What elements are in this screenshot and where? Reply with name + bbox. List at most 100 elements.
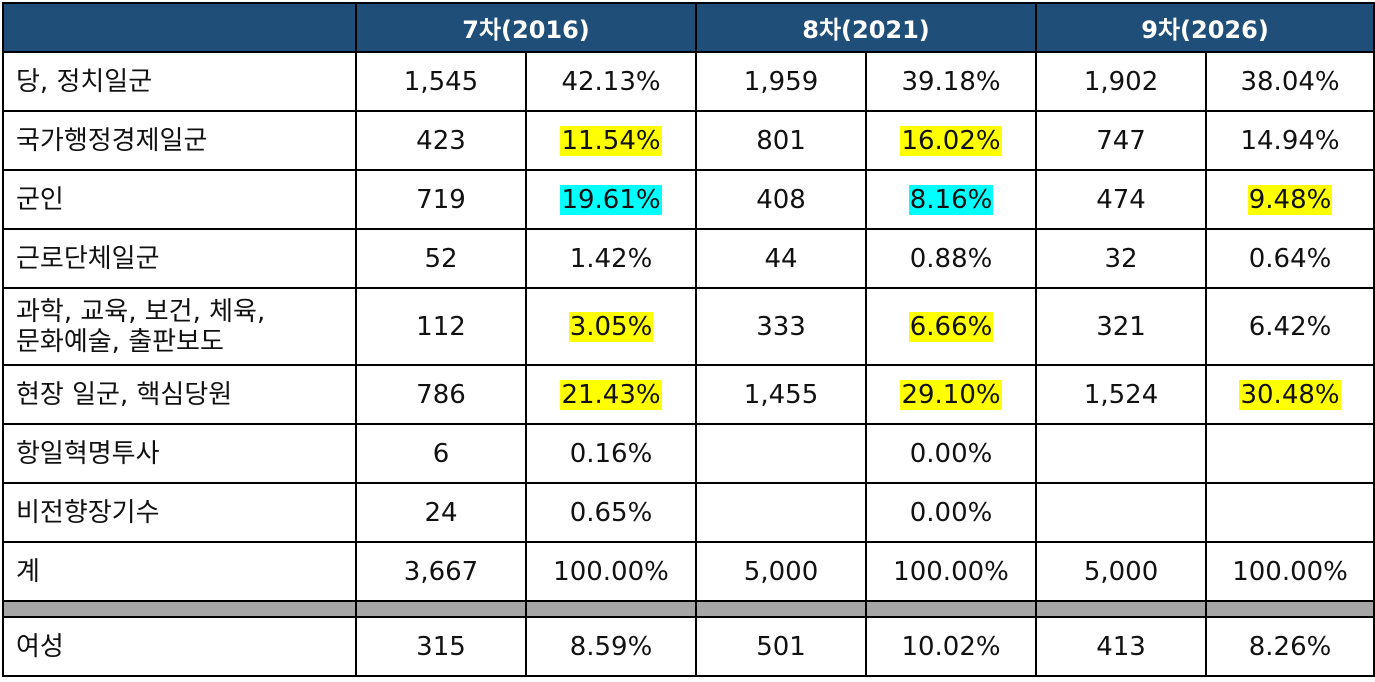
percent-9: 8.26% <box>1205 616 1375 677</box>
table-row: 비전향장기수 24 0.65% 0.00% <box>2 482 1375 543</box>
count-7: 6 <box>355 423 527 484</box>
count-9: 321 <box>1035 287 1208 366</box>
percent-7: 21.43% <box>524 364 698 425</box>
row-label: 군인 <box>2 169 357 230</box>
row-label: 당, 정치일군 <box>2 51 357 112</box>
count-9 <box>1035 423 1208 484</box>
percent-8: 39.18% <box>865 51 1038 112</box>
percent-7: 1.42% <box>524 228 698 289</box>
count-8 <box>695 423 868 484</box>
table-row: 당, 정치일군 1,545 42.13% 1,959 39.18% 1,902 … <box>2 51 1375 112</box>
percent-7: 11.54% <box>524 110 698 171</box>
count-8: 501 <box>695 616 868 677</box>
table-row: 국가행정경제일군 423 11.54% 801 16.02% 747 14.94… <box>2 110 1375 171</box>
count-7: 786 <box>355 364 527 425</box>
header-period-9: 9차(2026) <box>1035 2 1375 53</box>
percent-9: 6.42% <box>1205 287 1375 366</box>
count-9: 413 <box>1035 616 1208 677</box>
header-period-8: 8차(2021) <box>695 2 1038 53</box>
count-8: 801 <box>695 110 868 171</box>
female-row: 여성 315 8.59% 501 10.02% 413 8.26% <box>2 616 1375 677</box>
table-row: 현장 일군, 핵심당원 786 21.43% 1,455 29.10% 1,52… <box>2 364 1375 425</box>
count-7: 3,667 <box>355 541 527 602</box>
count-7: 1,545 <box>355 51 527 112</box>
count-8: 5,000 <box>695 541 868 602</box>
separator-cell <box>355 600 527 618</box>
percent-7: 0.16% <box>524 423 698 484</box>
percent-9: 30.48% <box>1205 364 1375 425</box>
percent-8: 0.88% <box>865 228 1038 289</box>
header-row: 7차(2016) 8차(2021) 9차(2026) <box>2 2 1375 53</box>
table-row: 항일혁명투사 6 0.16% 0.00% <box>2 423 1375 484</box>
separator-cell <box>2 600 357 618</box>
percent-9: 38.04% <box>1205 51 1375 112</box>
percent-8: 16.02% <box>865 110 1038 171</box>
count-7: 112 <box>355 287 527 366</box>
highlight-yellow: 29.10% <box>900 379 1002 410</box>
count-7: 315 <box>355 616 527 677</box>
count-8: 333 <box>695 287 868 366</box>
header-period-7: 7차(2016) <box>354 2 698 53</box>
highlight-yellow: 30.48% <box>1239 379 1341 410</box>
separator-cell <box>524 600 698 618</box>
table-row: 군인 719 19.61% 408 8.16% 474 9.48% <box>2 169 1375 230</box>
percent-9: 9.48% <box>1205 169 1375 230</box>
count-9: 32 <box>1035 228 1208 289</box>
count-9 <box>1035 482 1208 543</box>
percent-8: 6.66% <box>865 287 1038 366</box>
separator-cell <box>865 600 1038 618</box>
separator-cell <box>1205 600 1375 618</box>
count-7: 52 <box>355 228 527 289</box>
percent-9: 14.94% <box>1205 110 1375 171</box>
row-label: 항일혁명투사 <box>2 423 357 484</box>
separator-row <box>2 600 1375 618</box>
highlight-yellow: 6.66% <box>908 311 994 342</box>
percent-8: 0.00% <box>865 482 1038 543</box>
percent-9 <box>1205 482 1375 543</box>
count-9: 1,902 <box>1035 51 1208 112</box>
table-row: 과학, 교육, 보건, 체육, 문화예술, 출판보도 112 3.05% 333… <box>2 287 1375 366</box>
highlight-yellow: 3.05% <box>568 311 654 342</box>
percent-7: 8.59% <box>524 616 698 677</box>
percent-8: 10.02% <box>865 616 1038 677</box>
percent-9 <box>1205 423 1375 484</box>
percent-8: 100.00% <box>865 541 1038 602</box>
table-row: 근로단체일군 52 1.42% 44 0.88% 32 0.64% <box>2 228 1375 289</box>
highlight-cyan: 8.16% <box>908 184 994 215</box>
separator-cell <box>1035 600 1208 618</box>
percent-7: 100.00% <box>524 541 698 602</box>
row-label: 근로단체일군 <box>2 228 357 289</box>
row-label: 과학, 교육, 보건, 체육, 문화예술, 출판보도 <box>2 287 357 366</box>
total-row: 계 3,667 100.00% 5,000 100.00% 5,000 100.… <box>2 541 1375 602</box>
percent-7: 3.05% <box>524 287 698 366</box>
count-8: 44 <box>695 228 868 289</box>
count-7: 719 <box>355 169 527 230</box>
count-7: 423 <box>355 110 527 171</box>
count-9: 474 <box>1035 169 1208 230</box>
header-corner <box>2 2 357 53</box>
row-label: 비전향장기수 <box>2 482 357 543</box>
highlight-yellow: 11.54% <box>560 125 662 156</box>
separator-cell <box>695 600 868 618</box>
highlight-cyan: 19.61% <box>560 184 662 215</box>
row-label: 계 <box>2 541 357 602</box>
row-label-line: 문화예술, 출판보도 <box>16 326 224 357</box>
count-8 <box>695 482 868 543</box>
count-9: 5,000 <box>1035 541 1208 602</box>
row-label: 국가행정경제일군 <box>2 110 357 171</box>
highlight-yellow: 16.02% <box>900 125 1002 156</box>
count-9: 1,524 <box>1035 364 1208 425</box>
percent-7: 0.65% <box>524 482 698 543</box>
count-8: 1,455 <box>695 364 868 425</box>
percent-8: 8.16% <box>865 169 1038 230</box>
percent-7: 42.13% <box>524 51 698 112</box>
row-label-line: 과학, 교육, 보건, 체육, <box>16 296 266 327</box>
highlight-yellow: 21.43% <box>560 379 662 410</box>
highlight-yellow: 9.48% <box>1247 184 1333 215</box>
percent-8: 0.00% <box>865 423 1038 484</box>
percent-9: 0.64% <box>1205 228 1375 289</box>
count-8: 1,959 <box>695 51 868 112</box>
count-7: 24 <box>355 482 527 543</box>
row-label: 여성 <box>2 616 357 677</box>
